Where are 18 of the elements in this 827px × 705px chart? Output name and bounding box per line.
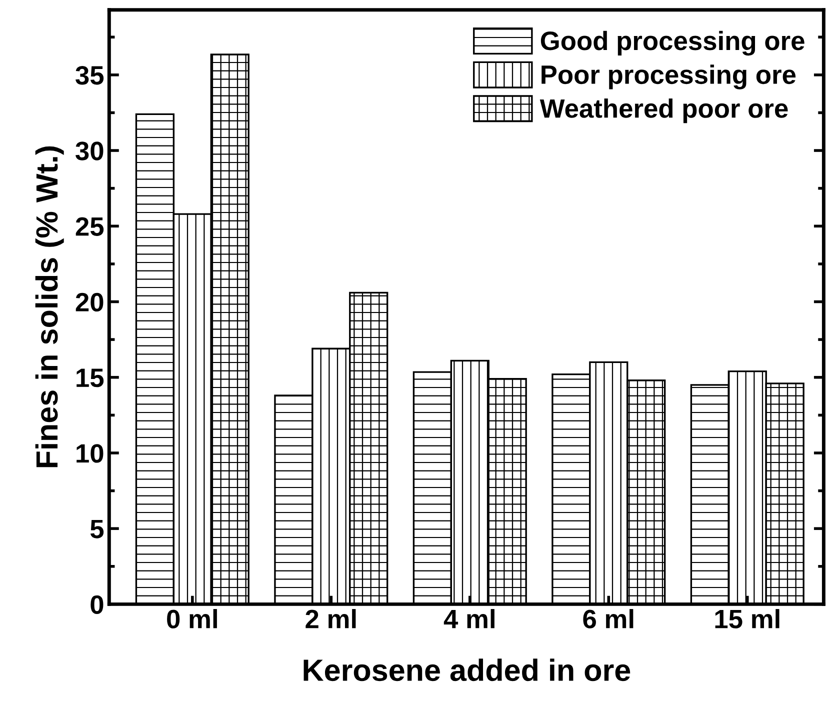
x-tick-label: 15 ml	[715, 609, 780, 628]
y-tick-label: 15	[76, 368, 104, 388]
x-tick-label: 6 ml	[583, 609, 634, 628]
x-tick-label: 4 ml	[444, 609, 494, 628]
y-tick-label: 0	[90, 595, 104, 614]
y-axis-title: Fines in solids (% Wt.)	[35, 146, 64, 468]
y-tick-label: 30	[76, 142, 104, 160]
legend-label: Good processing ore	[540, 30, 804, 56]
x-tick-label: 2 ml	[306, 609, 356, 628]
y-tick-label: 5	[90, 520, 104, 538]
y-tick-label: 25	[76, 217, 104, 236]
y-tick-label: 20	[76, 292, 104, 312]
legend-label: Poor processing ore	[542, 64, 796, 90]
legend-label: Weathered poor ore	[540, 98, 788, 124]
y-tick-label: 10	[76, 444, 104, 463]
x-axis-title: Kerosene added in ore	[304, 658, 630, 682]
y-tick-label: 35	[76, 66, 104, 85]
x-tick-label: 0 ml	[167, 609, 217, 628]
